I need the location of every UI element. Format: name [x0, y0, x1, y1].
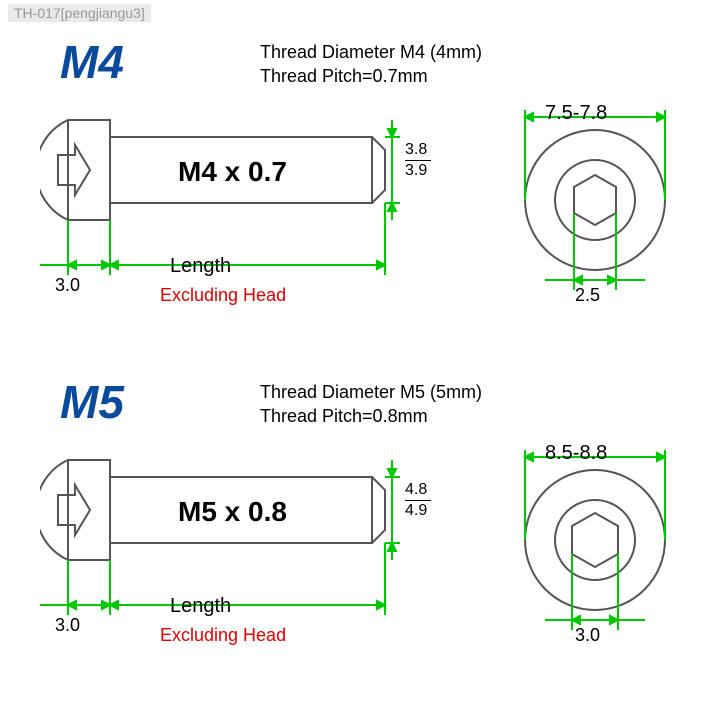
m4-size-label: M4	[60, 35, 124, 89]
m5-size-label: M5	[60, 375, 124, 429]
m4-length-label: Length	[170, 255, 231, 278]
m4-panel: M4 Thread Diameter M4 (4mm) Thread Pitch…	[0, 40, 720, 340]
m5-diameter-tolerance: 4.8 4.9	[405, 480, 431, 521]
m4-side-view	[40, 100, 400, 280]
m5-top-view	[500, 435, 690, 635]
m4-excluding-head: Excluding Head	[160, 285, 286, 306]
m4-tol-lo: 3.9	[405, 161, 431, 181]
m5-excluding-head: Excluding Head	[160, 625, 286, 646]
m5-thread-info: Thread Diameter M5 (5mm) Thread Pitch=0.…	[260, 380, 482, 428]
m4-top-view	[500, 95, 690, 295]
m5-hex-size: 3.0	[575, 625, 600, 646]
m5-main-marking: M5 x 0.8	[178, 496, 287, 528]
m4-head-diameter: 7.5-7.8	[545, 102, 607, 125]
m5-tol-lo: 4.9	[405, 501, 431, 521]
m5-thread-pitch: Thread Pitch=0.8mm	[260, 404, 482, 428]
m4-head-height: 3.0	[55, 275, 80, 296]
m5-tol-hi: 4.8	[405, 480, 431, 500]
m5-head-diameter: 8.5-8.8	[545, 442, 607, 465]
watermark: TH-017[pengjiangu3]	[8, 4, 151, 22]
m5-length-label: Length	[170, 595, 231, 618]
m5-panel: M5 Thread Diameter M5 (5mm) Thread Pitch…	[0, 380, 720, 680]
m5-thread-diameter: Thread Diameter M5 (5mm)	[260, 380, 482, 404]
m5-head-height: 3.0	[55, 615, 80, 636]
m4-thread-pitch: Thread Pitch=0.7mm	[260, 64, 482, 88]
m4-thread-diameter: Thread Diameter M4 (4mm)	[260, 40, 482, 64]
m4-thread-info: Thread Diameter M4 (4mm) Thread Pitch=0.…	[260, 40, 482, 88]
m4-diameter-tolerance: 3.8 3.9	[405, 140, 431, 181]
m4-tol-hi: 3.8	[405, 140, 431, 160]
m4-main-marking: M4 x 0.7	[178, 156, 287, 188]
m5-side-view	[40, 440, 400, 620]
m4-hex-size: 2.5	[575, 285, 600, 306]
